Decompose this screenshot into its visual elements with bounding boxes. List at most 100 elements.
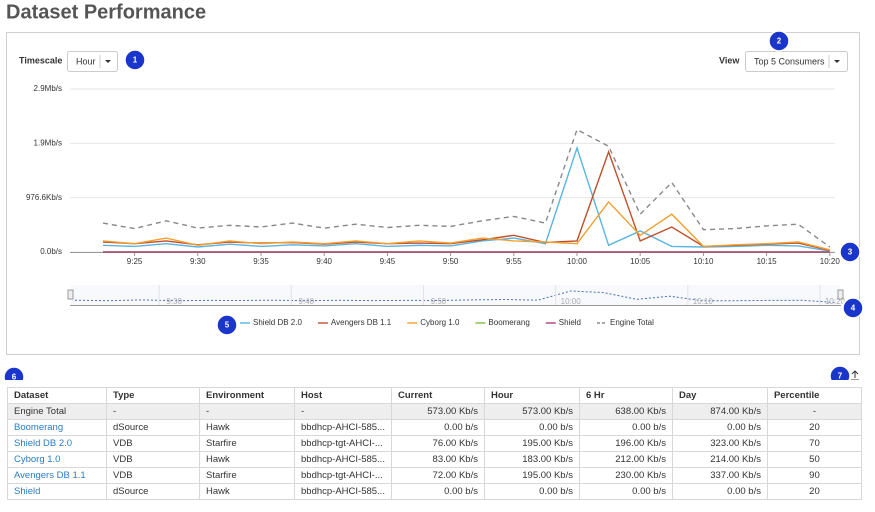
table-cell: 230.00 Kb/s [578,467,673,484]
callout [842,297,864,319]
dataset-link[interactable]: Avengers DB 1.1 [14,470,86,481]
callout-number: 4 [851,304,856,313]
navigator-line [74,290,836,303]
navigator-label: 9:30 [166,297,182,306]
column-header: 6 Hr [578,387,673,404]
column-header: Current [390,387,485,404]
view-value: Top 5 Consumers [754,56,825,66]
table-cell: Starfire [199,467,295,484]
timescale-label: Timescale [19,55,62,65]
table-cell: - [106,403,200,420]
dataset-table: Dataset Type Environment Host Current Hour 6 H… [7,387,862,500]
table-cell: bbdhcp-tgt-AHCI-... [294,467,392,484]
dataset-link[interactable]: Shield DB 2.0 [14,438,73,449]
table-cell: 83.00 Kb/s [390,451,485,468]
table-cell: 20 [766,483,862,500]
table-cell: VDB [106,451,200,468]
legend-label: Avengers DB 1.1 [331,318,392,327]
view-label: View [719,55,740,65]
table-cell: 0.00 b/s [390,483,485,500]
y-tick-label: 976.6Kb/s [26,193,62,202]
table-cell: 323.00 Kb/s [671,435,768,452]
x-tick-label: 10:20 [820,257,841,266]
table-row: Cyborg 1.0 VDB Hawk bbdhcp-AHCI-585... 83.00… [7,451,862,468]
table-cell: Shield DB 2.0 [7,435,107,452]
table-cell: 214.00 Kb/s [671,451,768,468]
table-row: Shield DB 2.0 VDB Starfire bbdhcp-tgt-AHCI-… [7,435,862,452]
table-cell: 0.00 b/s [578,483,673,500]
table-cell: 20 [766,419,862,436]
table-cell: - [199,403,295,420]
table-row: Engine Total - - -573.00 Kb/s 573.00 Kb/s 638… [7,403,862,420]
table-cell: 573.00 Kb/s [483,403,580,420]
legend-label: Boomerang [488,318,529,327]
table-cell: Cyborg 1.0 [7,451,107,468]
table-cell: 0.00 b/s [483,483,580,500]
table-cell: VDB [106,467,200,484]
callout [829,365,851,380]
navigator-handle[interactable] [837,289,844,300]
table-cell: 90 [766,467,862,484]
page-title: Dataset Performance [6,1,206,23]
table-cell: Avengers DB 1.1 [7,467,107,484]
table-cell: 196.00 Kb/s [578,435,673,452]
x-tick-label: 9:25 [127,257,143,266]
callout-number: 3 [848,248,853,257]
table-cell: bbdhcp-tgt-AHCI-... [294,435,392,452]
table-row: Shield dSource Hawk bbdhcp-AHCI-585... 0.00 … [7,483,862,500]
view-dropdown[interactable] [745,51,848,72]
table-cell: VDB [106,435,200,452]
table-cell: - [294,403,392,420]
callout [768,30,790,52]
table-cell: 76.00 Kb/s [390,435,485,452]
column-header: Dataset [7,387,107,404]
table-cell: Engine Total [7,403,107,420]
x-tick-label: 10:00 [567,257,588,266]
table-cell: 50 [766,451,862,468]
column-header: Environment [199,387,295,404]
callout [839,241,861,263]
table-cell: Starfire [199,435,295,452]
table-cell: bbdhcp-AHCI-585... [294,451,392,468]
caret [834,60,840,63]
caret [105,60,111,63]
navigator-handle[interactable] [67,289,74,300]
legend-label: Cyborg 1.0 [420,318,460,327]
export-icon[interactable] [851,370,859,380]
x-tick-label: 9:35 [253,257,269,266]
x-tick-label: 9:40 [316,257,332,266]
callout-number: 2 [777,37,782,46]
table-cell: dSource [106,483,200,500]
table-cell: 0.00 b/s [671,419,768,436]
dataset-link[interactable]: Shield [14,486,41,497]
dataset-link[interactable]: Cyborg 1.0 [14,454,61,465]
navigator-label: 10:20 [825,297,846,306]
dataset-link[interactable]: Boomerang [14,422,64,433]
screen: Dataset Performance Timescale Hour View … [3,1,864,380]
y-tick-label: 0.0b/s [40,247,62,256]
table-cell: bbdhcp-AHCI-585... [294,483,392,500]
timescale-dropdown[interactable] [67,51,118,72]
column-header: Hour [483,387,580,404]
callout [216,314,238,336]
callout-number: 1 [133,56,138,65]
table-cell: 0.00 b/s [671,483,768,500]
header-row: Dataset Type Environment Host Current Hour 6 H… [7,387,862,404]
x-tick-label: 10:05 [630,257,651,266]
navigator-label: 10:00 [561,297,582,306]
table-cell: 0.00 b/s [578,419,673,436]
legend-label: Shield DB 2.0 [253,318,302,327]
timescale-value: Hour [76,56,96,66]
column-header: Day [671,387,768,404]
table-cell: 638.00 Kb/s [578,403,673,420]
table-cell: - [766,403,862,420]
callout [3,366,25,380]
legend-label: Engine Total [610,318,654,327]
legend-label: Shield [559,318,581,327]
table-cell: 212.00 Kb/s [578,451,673,468]
navigator-label: 9:50 [431,297,447,306]
table-cell: 195.00 Kb/s [483,467,580,484]
table-cell: 0.00 b/s [390,419,485,436]
table-cell: 70 [766,435,862,452]
y-tick-label: 2.9Mb/s [34,84,62,93]
